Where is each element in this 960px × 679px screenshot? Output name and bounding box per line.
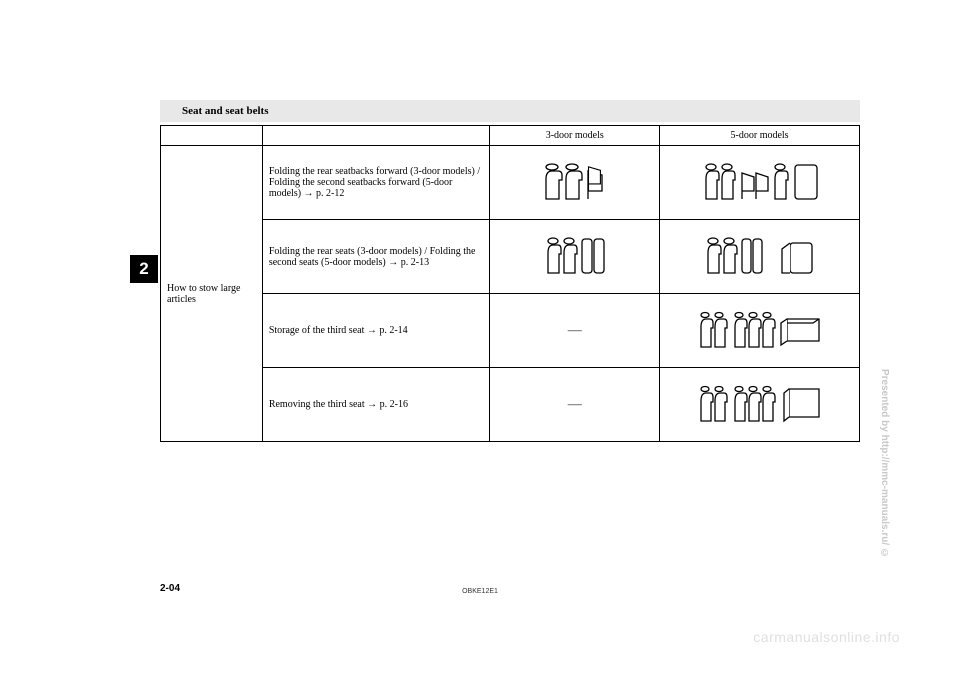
th-3door: 3-door models — [490, 126, 660, 146]
img-row1-5d — [660, 220, 860, 294]
page-number: 2-04 — [160, 583, 180, 594]
page-body: Seat and seat belts 3-door models 5-door… — [160, 100, 860, 442]
img-row0-3d — [490, 146, 660, 220]
img-row2-3d: — — [490, 294, 660, 368]
th-blank1 — [161, 126, 263, 146]
img-row3-5d — [660, 368, 860, 442]
img-row2-5d — [660, 294, 860, 368]
img-row1-3d — [490, 220, 660, 294]
section-header: Seat and seat belts — [160, 100, 860, 122]
doc-code: OBKE12E1 — [462, 588, 498, 595]
desc-row1: Folding the rear seats (3-door models) /… — [262, 220, 490, 294]
source-attribution: Presented by http://mmc-manuals.ru/ © — [879, 369, 890, 559]
desc-row3: Removing the third seat → p. 2-16 — [262, 368, 490, 442]
section-title: Seat and seat belts — [182, 105, 268, 117]
img-row3-3d: — — [490, 368, 660, 442]
desc-row0: Folding the rear seatbacks forward (3-do… — [262, 146, 490, 220]
chapter-tab: 2 — [130, 255, 158, 283]
img-row0-5d — [660, 146, 860, 220]
category-cell: How to stow large articles — [161, 146, 263, 442]
th-5door: 5-door models — [660, 126, 860, 146]
watermark: carmanualsonline.info — [753, 629, 900, 645]
seat-config-table: 3-door models 5-door models How to stow … — [160, 125, 860, 442]
desc-row2: Storage of the third seat → p. 2-14 — [262, 294, 490, 368]
th-blank2 — [262, 126, 490, 146]
